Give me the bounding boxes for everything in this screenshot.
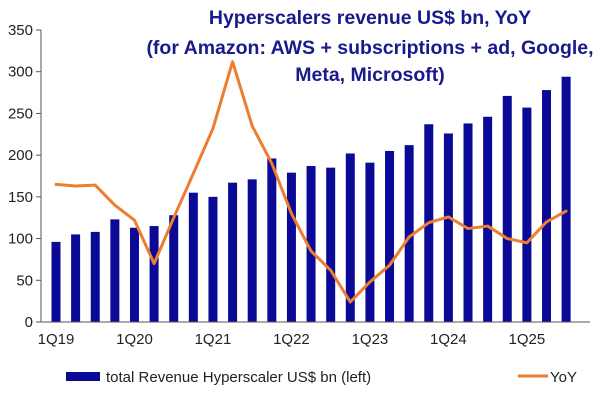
x-tick-label-1Q21: 1Q21 bbox=[195, 331, 232, 348]
line-layer bbox=[54, 60, 568, 304]
revenue-bar-1Q19 bbox=[51, 241, 61, 322]
revenue-bar-1Q22 bbox=[286, 172, 296, 322]
revenue-bar-2Q22 bbox=[306, 165, 316, 322]
y-tick-label-100: 100 bbox=[8, 231, 33, 248]
x-tick-label-1Q23: 1Q23 bbox=[352, 331, 389, 348]
y-tick-label-50: 50 bbox=[16, 272, 33, 289]
y-tick-label-0: 0 bbox=[25, 314, 33, 331]
revenue-bar-2Q23 bbox=[385, 150, 395, 322]
bars-layer bbox=[51, 76, 571, 323]
revenue-bar-3Q25 bbox=[561, 76, 571, 322]
axes-layer bbox=[40, 30, 590, 323]
revenue-bar-2Q19 bbox=[71, 234, 81, 322]
revenue-bar-4Q24 bbox=[502, 95, 512, 322]
revenue-bar-4Q19 bbox=[110, 219, 120, 322]
chart-title-line-3: Meta, Microsoft) bbox=[295, 64, 445, 86]
revenue-bar-4Q21 bbox=[267, 158, 277, 322]
x-tick-label-1Q19: 1Q19 bbox=[38, 331, 75, 348]
revenue-bar-1Q24 bbox=[443, 133, 453, 322]
legend-line-label: YoY bbox=[550, 369, 577, 386]
y-tick-label-300: 300 bbox=[8, 64, 33, 81]
revenue-bar-3Q19 bbox=[90, 231, 100, 322]
revenue-bar-2Q20 bbox=[149, 226, 159, 322]
revenue-bar-3Q24 bbox=[483, 116, 493, 323]
revenue-bar-1Q20 bbox=[129, 227, 139, 322]
revenue-bar-2Q25 bbox=[542, 90, 551, 322]
chart-title-line-2: (for Amazon: AWS + subscriptions + ad, G… bbox=[146, 37, 593, 59]
y-tick-label-200: 200 bbox=[8, 147, 33, 164]
revenue-bar-4Q20 bbox=[188, 192, 198, 322]
revenue-bar-1Q25 bbox=[522, 107, 532, 322]
x-tick-label-1Q20: 1Q20 bbox=[116, 331, 153, 348]
revenue-bar-3Q23 bbox=[404, 145, 414, 322]
legend: total Revenue Hyperscaler US$ bn (left) … bbox=[66, 369, 577, 386]
y-tick-label-350: 350 bbox=[8, 22, 33, 39]
revenue-bar-4Q22 bbox=[345, 153, 355, 322]
x-tick-label-1Q22: 1Q22 bbox=[273, 331, 310, 348]
revenue-bar-3Q22 bbox=[326, 167, 336, 322]
revenue-bar-3Q21 bbox=[247, 179, 257, 322]
chart-title: Hyperscalers revenue US$ bn, YoY (for Am… bbox=[146, 7, 593, 86]
revenue-bar-1Q23 bbox=[365, 162, 375, 322]
chart-title-line-1: Hyperscalers revenue US$ bn, YoY bbox=[209, 7, 531, 29]
revenue-bar-3Q20 bbox=[169, 215, 179, 322]
y-tick-label-150: 150 bbox=[8, 189, 33, 206]
revenue-bar-2Q21 bbox=[228, 182, 238, 322]
x-tick-labels: 1Q19 1Q20 1Q21 1Q22 1Q23 1Q24 1Q25 bbox=[38, 331, 546, 348]
legend-bar-swatch bbox=[66, 372, 100, 381]
revenue-bar-1Q21 bbox=[208, 196, 218, 322]
legend-bar-label: total Revenue Hyperscaler US$ bn (left) bbox=[106, 369, 371, 386]
x-tick-label-1Q25: 1Q25 bbox=[509, 331, 546, 348]
y-tick-labels: 0 50 100 150 200 250 300 350 bbox=[8, 22, 41, 331]
x-tick-label-1Q24: 1Q24 bbox=[430, 331, 467, 348]
revenue-bar-2Q24 bbox=[463, 123, 473, 322]
y-tick-label-250: 250 bbox=[8, 105, 33, 122]
